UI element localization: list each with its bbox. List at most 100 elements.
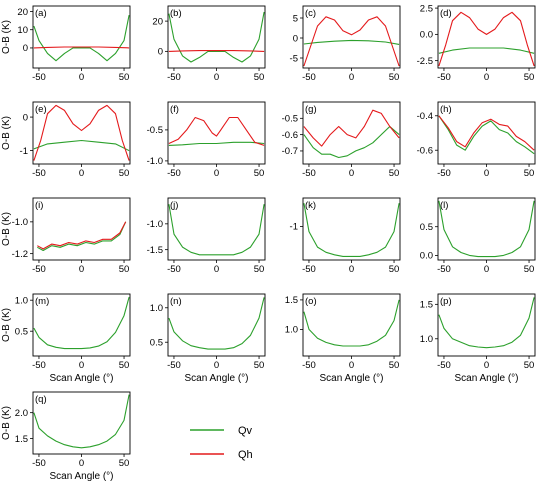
- series-line-qh: [168, 116, 265, 146]
- plot-frame: [32, 5, 131, 69]
- series-line-qv: [438, 115, 535, 155]
- y-tick-label: -0.6: [417, 146, 433, 157]
- panel-label: (a): [35, 8, 47, 19]
- x-tick-label: 0: [79, 264, 84, 275]
- x-tick-label: -50: [302, 264, 316, 275]
- series-line-qh: [303, 16, 400, 67]
- panel-h: -50 0 50 -0.6 -0.4 (h): [417, 101, 536, 179]
- x-tick-label: 50: [254, 168, 265, 179]
- x-tick-label: -50: [167, 264, 181, 275]
- panel-label: (c): [305, 8, 316, 19]
- series-line-qv: [438, 297, 535, 349]
- x-tick-label: -50: [437, 360, 451, 371]
- plot-frame: [437, 197, 536, 261]
- y-tick-label: 1.5: [420, 300, 433, 311]
- panel-label: (d): [440, 8, 452, 19]
- x-tick-label: 0: [214, 360, 219, 371]
- plot-frame: [167, 293, 266, 357]
- series-line-qv: [33, 139, 130, 152]
- panel-l: -50 0 50 0.0 0.5 (l): [420, 197, 536, 275]
- panel-label: (h): [440, 104, 452, 115]
- y-tick-label: -1: [290, 222, 298, 233]
- plot-frame: [32, 101, 131, 165]
- series-line-qv: [303, 203, 400, 257]
- y-tick-label: 0.5: [15, 327, 28, 338]
- y-tick-label: -0.5: [282, 114, 298, 125]
- x-tick-label: 50: [389, 360, 400, 371]
- x-axis-label: Scan Angle (°): [49, 471, 113, 482]
- panel-n: -50 0 50 0.5 1.0 (n) Scan Angle (°): [150, 293, 266, 384]
- y-tick-label: 5: [293, 13, 298, 24]
- y-tick-label: -1.2: [12, 249, 28, 260]
- x-tick-label: 0: [79, 458, 84, 469]
- panel-label: (b): [170, 8, 182, 19]
- series-line-qv: [168, 297, 265, 350]
- x-axis-label: Scan Angle (°): [454, 373, 518, 384]
- y-axis-label: O-B (K): [1, 212, 12, 246]
- y-tick-label: -1.0: [12, 217, 28, 228]
- legend: Qv Qh: [190, 425, 253, 461]
- panel-label: (g): [305, 104, 317, 115]
- series-line-qv: [303, 39, 400, 45]
- y-tick-label: -1.0: [147, 219, 163, 230]
- plot-frame: [302, 101, 401, 165]
- x-tick-label: 50: [524, 168, 535, 179]
- plot-frame: [437, 293, 536, 357]
- y-tick-label: 2.0: [15, 408, 28, 419]
- series-line-qv: [168, 141, 265, 146]
- y-tick-label: -0.5: [147, 125, 163, 136]
- series-line-qv: [37, 221, 127, 252]
- plot-frame: [302, 197, 401, 261]
- panel-j: -50 0 50 -1.5 -1.0 (j): [147, 197, 266, 275]
- y-tick-label: 1.0: [420, 334, 433, 345]
- panel-k: -50 0 50 -1 (k): [290, 197, 401, 275]
- x-tick-label: 0: [484, 264, 489, 275]
- x-tick-label: -50: [437, 72, 451, 83]
- x-tick-label: -50: [302, 360, 316, 371]
- y-tick-label: 0: [23, 112, 28, 123]
- x-tick-label: 50: [119, 360, 130, 371]
- panel-label: (k): [305, 200, 316, 211]
- panel-p: -50 0 50 1.0 1.5 (p) Scan Angle (°): [420, 293, 536, 384]
- plot-frame: [167, 5, 266, 69]
- panel-label: (q): [35, 394, 47, 405]
- series-line-qv: [438, 200, 535, 258]
- y-tick-label: 1.0: [285, 325, 298, 336]
- y-tick-label: 0.0: [420, 251, 433, 262]
- x-tick-label: -50: [32, 264, 46, 275]
- x-axis-label: Scan Angle (°): [319, 373, 383, 384]
- x-tick-label: -50: [32, 360, 46, 371]
- x-tick-label: 50: [254, 264, 265, 275]
- panel-f: -50 0 50 -1.0 -0.5 (f): [147, 101, 266, 179]
- x-tick-label: 0: [79, 360, 84, 371]
- plot-frame: [167, 101, 266, 165]
- x-tick-label: 0: [484, 168, 489, 179]
- series-line-qh: [168, 50, 265, 52]
- x-tick-label: 50: [254, 72, 265, 83]
- plot-frame: [32, 391, 131, 455]
- x-tick-label: -50: [167, 168, 181, 179]
- x-tick-label: -50: [32, 458, 46, 469]
- panel-a: -50 0 50 0 10 20 (a) O-B (K): [1, 5, 131, 83]
- x-tick-label: 50: [389, 72, 400, 83]
- y-tick-label: -0.4: [417, 111, 433, 122]
- series-line-qh: [438, 11, 535, 67]
- panel-e: -50 0 50 -1 0 (e) O-B (K): [1, 101, 131, 179]
- x-tick-label: 50: [524, 72, 535, 83]
- x-tick-label: 0: [349, 360, 354, 371]
- x-tick-label: -50: [32, 168, 46, 179]
- y-tick-label: -1.0: [147, 156, 163, 167]
- series-line-qv: [303, 299, 400, 347]
- series-line-qh: [33, 104, 130, 161]
- x-tick-label: 0: [214, 264, 219, 275]
- x-tick-label: 50: [119, 264, 130, 275]
- plot-frame: [437, 101, 536, 165]
- y-tick-label: 0.5: [150, 338, 163, 349]
- x-tick-label: 50: [119, 458, 130, 469]
- legend-label-qv: Qv: [238, 425, 253, 437]
- y-tick-label: -0.6: [282, 130, 298, 141]
- plot-frame: [32, 197, 131, 261]
- panel-i: -50 0 50 -1.2 -1.0 (i) O-B (K): [1, 197, 131, 275]
- x-tick-label: 0: [79, 168, 84, 179]
